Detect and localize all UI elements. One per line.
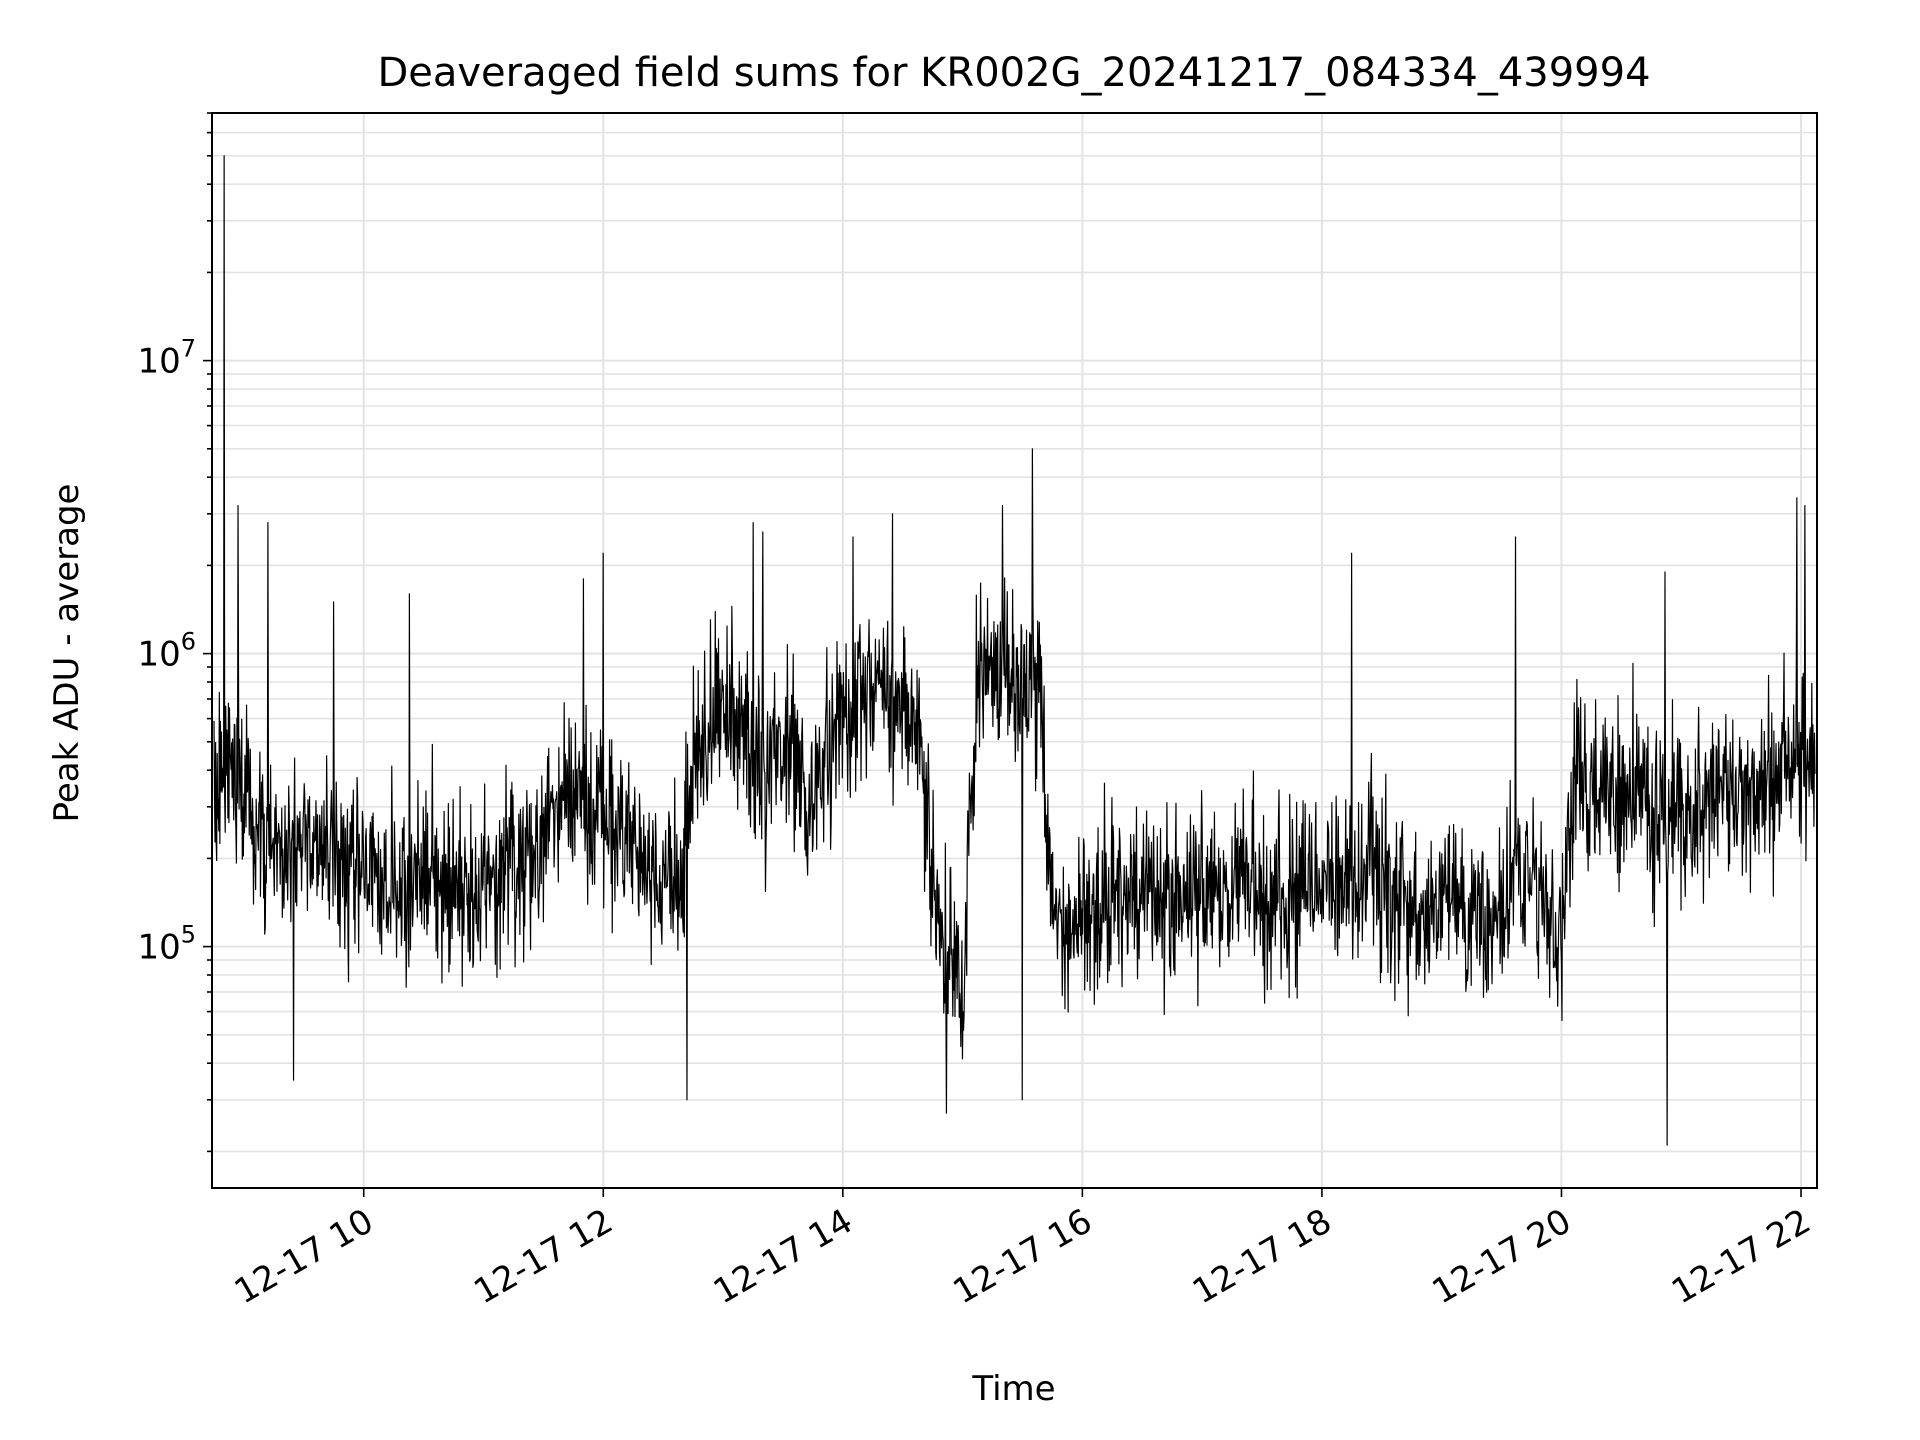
y-tick-label-exponent: 7 <box>181 335 196 363</box>
y-tick-label: 106 <box>137 628 196 675</box>
series-line <box>213 155 1816 1146</box>
y-tick-label-base: 10 <box>137 928 180 968</box>
plot-frame <box>211 112 1818 1189</box>
y-tick-label-exponent: 5 <box>181 921 196 949</box>
y-tick-label-exponent: 6 <box>181 628 196 656</box>
y-tick-label: 107 <box>137 335 196 382</box>
chart-title: Deaveraged field sums for KR002G_2024121… <box>377 50 1650 96</box>
y-tick-label-base: 10 <box>137 635 180 675</box>
y-axis-label: Peak ADU - average <box>47 484 87 823</box>
x-axis-label: Time <box>971 1369 1055 1409</box>
y-tick-label-base: 10 <box>137 342 180 382</box>
data-layer <box>213 155 1816 1146</box>
y-tick-label: 105 <box>137 921 196 968</box>
